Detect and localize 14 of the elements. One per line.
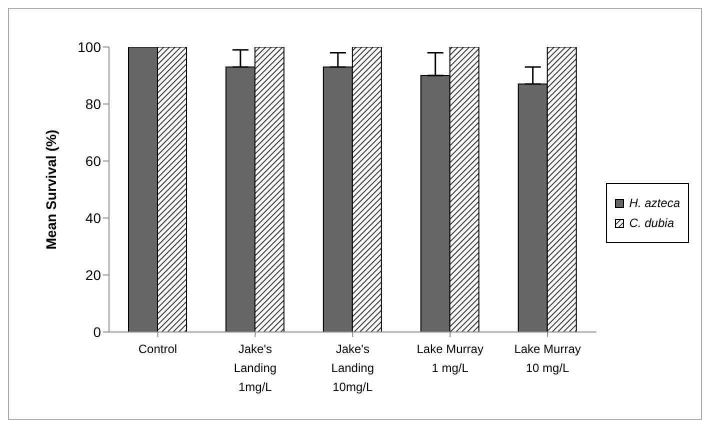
y-tick-label: 60 — [85, 152, 102, 169]
y-tick-label: 100 — [78, 38, 102, 55]
y-tick-label: 20 — [85, 266, 102, 283]
y-axis-title: Mean Survival (%) — [42, 130, 59, 250]
x-tick-label: Jake's Landing 1mg/L — [234, 342, 277, 394]
legend-label: C. dubia — [629, 216, 674, 230]
legend-label: H. azteca — [629, 196, 680, 210]
x-tick-label: Jake's Landing 10mg/L — [331, 342, 374, 394]
x-tick-label: Lake Murray 10 mg/L — [514, 342, 581, 375]
x-tick-label: Control — [138, 342, 178, 356]
y-tick-label: 40 — [85, 210, 102, 226]
x-tick-label: Lake Murray 1 mg/L — [416, 342, 484, 375]
y-tick-label: 0 — [93, 324, 102, 340]
y-tick-label: 80 — [85, 96, 102, 112]
